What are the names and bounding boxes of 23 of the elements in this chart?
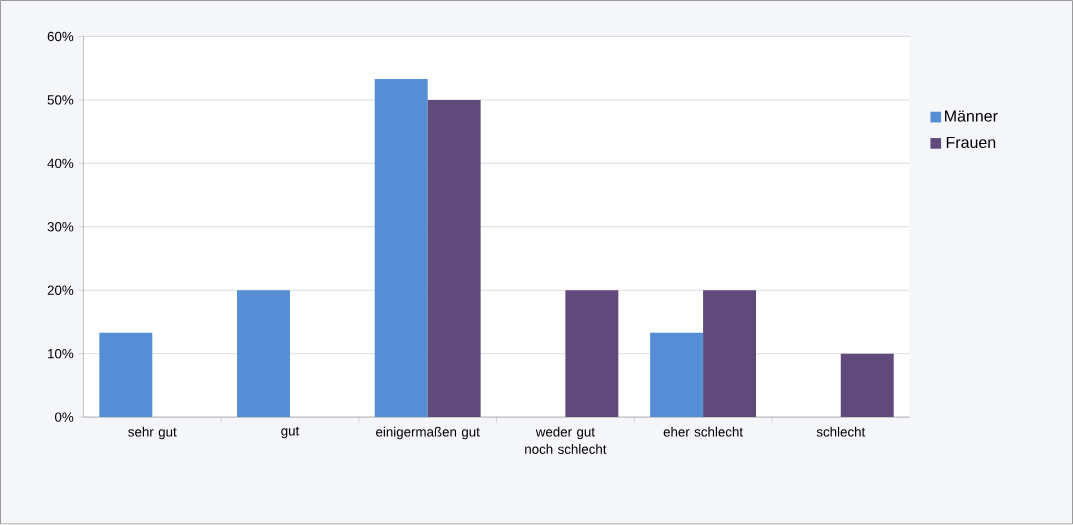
x-tick-label: weder gut noch schlecht (525, 427, 607, 455)
y-tick-label: 60% (47, 32, 74, 42)
bar (650, 332, 704, 418)
x-tick-label: einigermaßen gut (376, 427, 480, 440)
y-tick-label: 30% (47, 222, 74, 232)
legend-label: Frauen (946, 137, 996, 149)
bar (237, 290, 290, 418)
bar (565, 290, 619, 418)
y-tick-label: 20% (47, 285, 74, 296)
x-tick-label: schlecht (816, 427, 866, 437)
bar (703, 290, 757, 418)
bar (99, 332, 153, 418)
x-tick-label: eher schlecht (663, 427, 743, 437)
legend-label: Männer (945, 110, 998, 122)
bar (374, 79, 428, 418)
bar (427, 100, 481, 418)
y-tick-label: 40% (47, 158, 74, 169)
y-tick-label: 50% (47, 95, 74, 105)
y-tick-label: 0% (55, 412, 74, 423)
x-tick-label: gut (281, 427, 300, 439)
bar (840, 353, 894, 418)
x-tick-label: sehr gut (128, 427, 177, 440)
y-tick-label: 10% (48, 349, 74, 359)
